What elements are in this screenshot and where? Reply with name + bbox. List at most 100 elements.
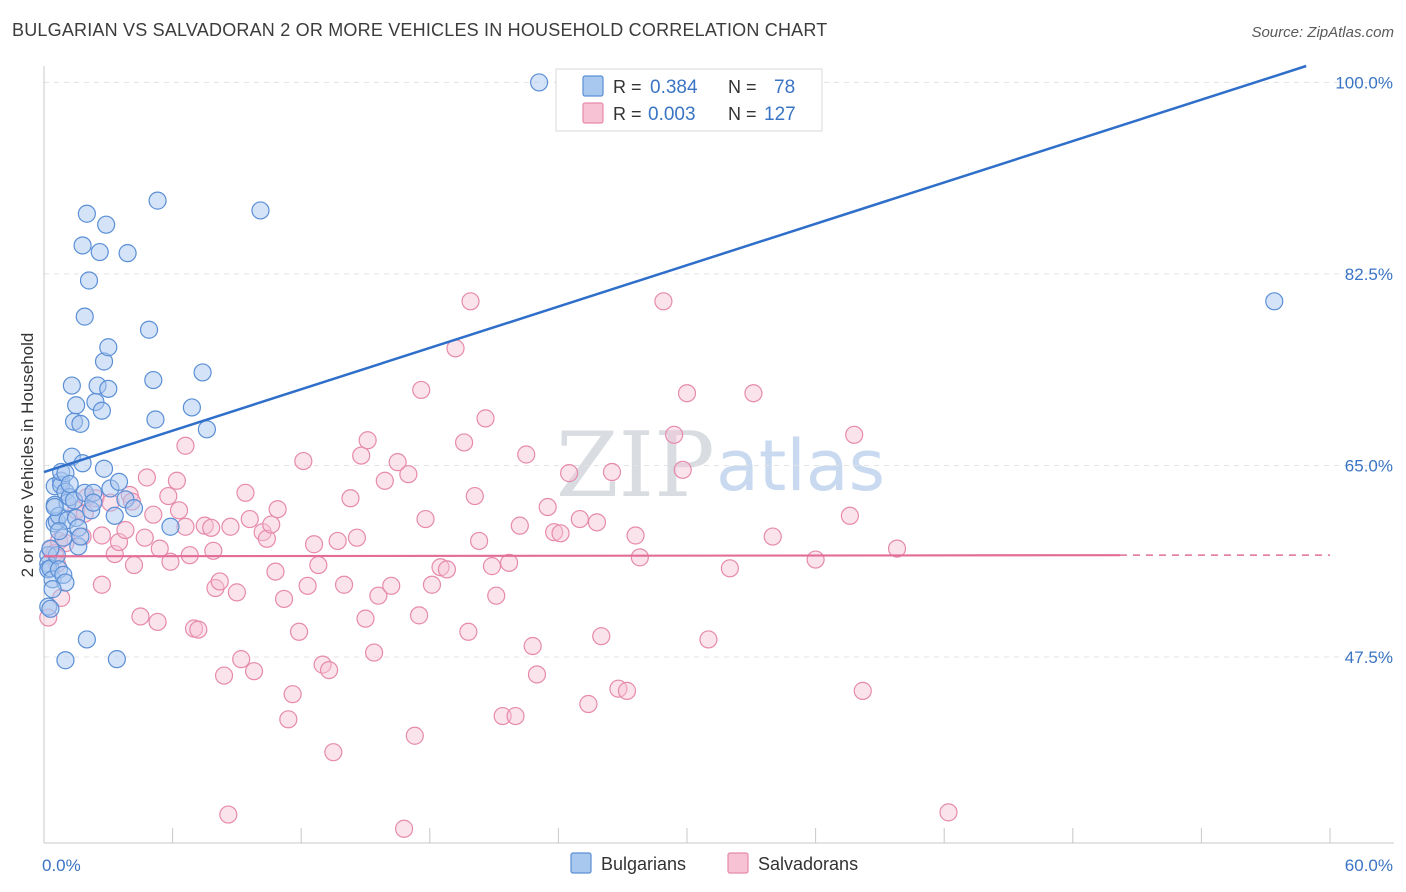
salvadoran-point (405, 726, 424, 745)
bulgarian-point (99, 379, 118, 398)
salvadoran-point (135, 528, 154, 547)
salvadoran-point (677, 384, 697, 403)
salvadoran-point (523, 636, 542, 656)
x-tick-label-start: 0.0% (42, 856, 81, 875)
legend-salvadorans-n-value: 127 (764, 104, 796, 125)
gridlines (44, 81, 1394, 658)
y-tick-label: 100.0% (1335, 73, 1393, 92)
chart-title: BULGARIAN VS SALVADORAN 2 OR MORE VEHICL… (12, 20, 828, 40)
salvadoran-point (304, 535, 324, 554)
salvadoran-point (364, 643, 384, 662)
salvadoran-point (189, 620, 208, 639)
bulgarian-point (1265, 292, 1284, 311)
watermark-atlas: atlas (716, 425, 885, 507)
salvadoran-point (592, 627, 611, 646)
salvadoran-point (268, 500, 287, 519)
bulgarians-trend-line (43, 64, 1307, 474)
salvadoran-point (482, 557, 502, 576)
bulgarian-point (90, 242, 109, 262)
bulgarian-point (77, 630, 96, 649)
salvadoran-point (131, 607, 150, 626)
series-legend: Bulgarians Salvadorans (570, 852, 858, 874)
trend-lines (43, 64, 1330, 558)
salvadoran-point (763, 527, 782, 546)
legend-salvadorans-swatch (582, 102, 604, 124)
salvadoran-point (665, 425, 684, 444)
bulgarian-point (193, 363, 212, 382)
salvadoran-point (227, 583, 246, 602)
salvadoran-point (144, 505, 163, 524)
y-tick-label: 82.5% (1345, 265, 1393, 284)
salvadoran-point (262, 515, 281, 534)
bulgarian-point (144, 370, 163, 390)
bulgarian-point (139, 320, 159, 339)
salvadoran-point (500, 553, 519, 572)
bulgarian-point (41, 539, 60, 558)
salvadoran-point (328, 531, 347, 551)
salvadoran-point (244, 662, 264, 681)
salvadoran-point (352, 446, 371, 465)
bulgarian-point (43, 580, 62, 599)
salvadoran-point (506, 706, 525, 726)
salvadoran-point (105, 544, 124, 564)
salvadoran-point (476, 409, 495, 428)
bulgarian-point (62, 376, 81, 395)
bulgarian-point (124, 499, 144, 518)
y-tick-labels: 47.5% 65.0% 82.5% 100.0% (1335, 73, 1393, 667)
salvadoran-point (161, 552, 180, 571)
bulgarian-point (97, 215, 116, 234)
bulgarian-point (197, 420, 216, 439)
salvadoran-point (358, 431, 377, 450)
salvadoran-point (279, 710, 298, 729)
legend-bulgarians-r-value: 0.384 (650, 77, 698, 98)
bulgarian-point (75, 307, 94, 326)
bulgarian-point (67, 396, 86, 415)
bulgarian-point (146, 410, 165, 429)
salvadoran-point (587, 513, 607, 532)
bulgarian-point (530, 73, 549, 92)
legend-bulgarians-n-value: 78 (774, 77, 795, 98)
salvadorans-points (39, 292, 958, 838)
salvadoran-point (409, 606, 429, 625)
salvadoran-point (487, 586, 506, 605)
bulgarian-point (109, 472, 129, 491)
salvadoran-point (257, 529, 277, 548)
bulgarian-point (84, 493, 103, 512)
bulgarian-point (45, 497, 64, 517)
salvadoran-point (422, 575, 442, 594)
bulgarian-point (56, 651, 75, 670)
legend-salvadorans-r-label: R = (613, 104, 642, 124)
salvadorans-trend-line (43, 554, 1120, 558)
salvadoran-point (626, 526, 645, 545)
x-tick-marks (43, 828, 1331, 843)
bulgarian-point (77, 204, 96, 223)
salvadoran-point (289, 622, 309, 641)
salvadoran-point (347, 528, 367, 547)
correlation-legend: R = 0.384 N = 78 R = 0.003 N = 127 (555, 68, 823, 132)
salvadoran-point (369, 586, 388, 605)
bulgarian-point (71, 414, 90, 433)
bulgarian-point (41, 599, 60, 618)
salvadoran-point (92, 575, 111, 594)
salvadoran-point (570, 509, 589, 529)
legend-bulgarians-r-label: R = (613, 77, 642, 97)
salvadoran-point (219, 805, 238, 824)
bulgarian-point (182, 398, 201, 417)
bulgarian-point (94, 459, 114, 478)
salvadoran-point (469, 531, 489, 551)
salvadoran-point (221, 517, 240, 536)
bulgarian-point (99, 338, 118, 357)
salvadoran-point (673, 460, 692, 479)
salvadoran-point (283, 685, 302, 704)
bulgarian-point (161, 517, 180, 536)
salvadoran-point (176, 436, 195, 455)
salvadoran-point (806, 550, 825, 569)
salvadoran-point (210, 572, 229, 591)
source-label: Source: ZipAtlas.com (1251, 24, 1394, 41)
salvadoran-point (551, 524, 570, 543)
bulgarian-point (71, 527, 90, 546)
salvadoran-point (202, 518, 221, 537)
y-tick-label: 65.0% (1345, 456, 1393, 475)
y-axis-label: 2 or more Vehicles in Household (18, 333, 37, 578)
